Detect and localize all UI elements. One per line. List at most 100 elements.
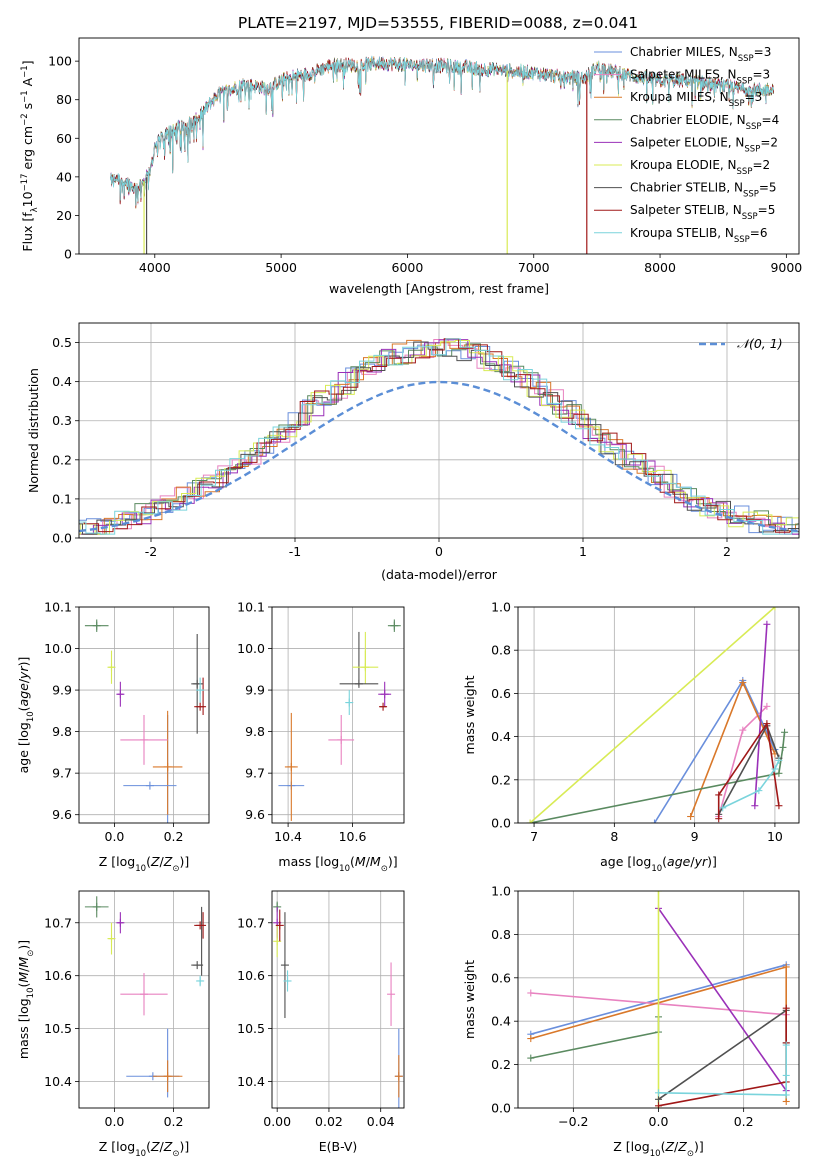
y-tick-label: 0.2 — [52, 452, 72, 467]
x-tick-label: 1 — [579, 544, 587, 559]
x-tick-label: 0.2 — [164, 829, 184, 844]
y-axis-label: mass weight — [462, 675, 477, 754]
figure-title: PLATE=2197, MJD=53555, FIBERID=0088, z=0… — [238, 14, 638, 32]
y-tick-label: 10.7 — [237, 915, 265, 930]
age_vs_mass-panel: 10.4 10.6 9.6 9.7 9.8 9.9 10.0 10.1 mass [log10(… — [237, 600, 405, 874]
axes-frame — [78, 890, 210, 1109]
mass_vs_ebv-panel: 0.00 0.02 0.04 10.4 10.5 10.6 10.7 E(B-V) — [237, 890, 405, 1154]
x-tick-label: 0.04 — [367, 1114, 395, 1129]
legend-label-chabrier_stelib: Chabrier STELIB, NSSP=5 — [630, 181, 777, 200]
x-tick-label: 0.2 — [164, 1114, 184, 1129]
weight-line-kroupa_stelib — [722, 760, 780, 809]
y-tick-label: 0.0 — [491, 1101, 511, 1116]
x-axis-label: mass [log10(M/M⊙)] — [278, 854, 397, 874]
histogram-salpeter_stelib — [79, 338, 799, 533]
chart-panels: 4000 5000 6000 7000 8000 9000020406080100Chab… — [16, 37, 802, 1159]
y-tick-label: 10.6 — [237, 968, 265, 983]
x-tick-label: 0.0 — [105, 1114, 125, 1129]
y-tick-label: 0.5 — [52, 335, 72, 350]
y-tick-label: 0.8 — [491, 927, 511, 942]
y-tick-label: 0.8 — [491, 643, 511, 658]
y-tick-label: 10.7 — [44, 915, 72, 930]
y-tick-label: 9.7 — [245, 766, 265, 781]
x-tick-label: 4000 — [139, 260, 171, 275]
y-tick-label: 0.3 — [52, 413, 72, 428]
x-tick-label: 10 — [767, 829, 783, 844]
axes-frame — [78, 37, 800, 255]
y-tick-label: 9.8 — [52, 724, 72, 739]
axes-frame — [271, 606, 405, 824]
y-tick-label: 0.6 — [491, 970, 511, 985]
x-tick-label: 0.0 — [649, 1114, 669, 1129]
y-tick-label: 0.0 — [491, 816, 511, 831]
histogram-chabrier_stelib — [79, 341, 799, 535]
legend-label-salpeter_elodie: Salpeter ELODIE, NSSP=2 — [630, 135, 778, 154]
x-tick-label: 9000 — [770, 260, 802, 275]
y-axis-label: Flux [fλ10−17 erg cm−2 s−1 A−1] — [20, 60, 40, 251]
x-axis-label: Z [log10(Z/Z⊙)] — [613, 1139, 703, 1159]
y-axis-label: age [log10(age/yr)] — [16, 657, 36, 774]
x-tick-label: -1 — [289, 544, 301, 559]
x-tick-label: 0.00 — [263, 1114, 291, 1129]
axes-frame — [271, 890, 405, 1109]
points — [84, 619, 207, 823]
y-tick-label: 9.9 — [52, 683, 72, 698]
x-tick-label: 2 — [723, 544, 731, 559]
x-tick-label: 8000 — [644, 260, 676, 275]
legend-label-chabrier_elodie: Chabrier ELODIE, NSSP=4 — [630, 113, 779, 132]
x-tick-label: -2 — [145, 544, 157, 559]
residuals-panel: -2 -1 0 1 2 0.0 0.1 0.2 0.3 0.4 0.5 𝒩(0, 1) (data-mo… — [26, 322, 800, 582]
y-tick-label: 0.4 — [491, 729, 511, 744]
age_vs_Z-panel: 0.0 0.2 9.6 9.7 9.8 9.9 10.0 10.1 Z [log10(Z/Z⊙)… — [16, 600, 210, 874]
y-tick-label: 9.6 — [52, 807, 72, 822]
mass_vs_Z-panel: 0.0 0.2 10.4 10.5 10.6 10.7 Z [log10(Z/Z⊙)] mas… — [16, 890, 210, 1159]
series — [526, 607, 789, 823]
y-tick-label: 1.0 — [491, 884, 511, 899]
legend-label-chabrier_miles: Chabrier MILES, NSSP=3 — [630, 45, 771, 64]
x-axis-label: (data-model)/error — [381, 567, 498, 582]
x-axis-label: wavelength [Angstrom, rest frame] — [329, 281, 549, 296]
x-tick-label: 0.0 — [105, 829, 125, 844]
y-tick-label: 10.0 — [44, 641, 72, 656]
y-tick-label: 1.0 — [491, 600, 511, 615]
weight-line-chabrier_elodie — [530, 1016, 660, 1059]
x-tick-label: −0.2 — [558, 1114, 588, 1129]
legend-label-normal: 𝒩(0, 1) — [737, 336, 783, 351]
y-tick-label: 0.4 — [491, 1014, 511, 1029]
x-tick-label: 7 — [530, 829, 538, 844]
y-tick-label: 10.1 — [44, 600, 72, 615]
y-tick-label: 80 — [56, 92, 72, 107]
series — [527, 891, 790, 1108]
y-axis-label: Normed distribution — [26, 368, 41, 493]
axes-frame — [78, 606, 210, 824]
y-tick-label: 10.5 — [237, 1021, 265, 1036]
x-tick-label: 0.2 — [734, 1114, 754, 1129]
x-tick-label: 8 — [610, 829, 618, 844]
x-axis-label: age [log10(age/yr)] — [600, 854, 717, 874]
y-tick-label: 10.6 — [44, 968, 72, 983]
y-tick-label: 60 — [56, 131, 72, 146]
y-tick-label: 9.6 — [245, 807, 265, 822]
y-tick-label: 0.2 — [491, 1057, 511, 1072]
y-tick-label: 10.5 — [44, 1021, 72, 1036]
legend-label-salpeter_miles: Salpeter MILES, NSSP=3 — [630, 68, 770, 87]
weight-line-salpeter_elodie — [754, 624, 768, 806]
legend-label-kroupa_elodie: Kroupa ELODIE, NSSP=2 — [630, 158, 770, 177]
x-axis-label: E(B-V) — [319, 1139, 358, 1154]
x-axis-label: Z [log10(Z/Z⊙)] — [99, 1139, 189, 1159]
axes-frame — [517, 890, 800, 1109]
histogram-chabrier_elodie — [79, 343, 799, 535]
y-axis-label: mass [log10(M/M⊙)] — [16, 940, 36, 1059]
points — [278, 619, 401, 821]
weight-line-salpeter_elodie — [657, 907, 787, 1092]
y-tick-label: 100 — [48, 54, 72, 69]
spectrum-lines — [110, 55, 774, 254]
axes-frame — [517, 606, 800, 824]
y-tick-label: 9.8 — [245, 724, 265, 739]
y-tick-label: 10.4 — [44, 1074, 72, 1089]
points — [273, 901, 403, 1108]
legend-label-salpeter_stelib: Salpeter STELIB, NSSP=5 — [630, 203, 775, 222]
x-tick-label: 5000 — [265, 260, 297, 275]
y-tick-label: 10.4 — [237, 1074, 265, 1089]
